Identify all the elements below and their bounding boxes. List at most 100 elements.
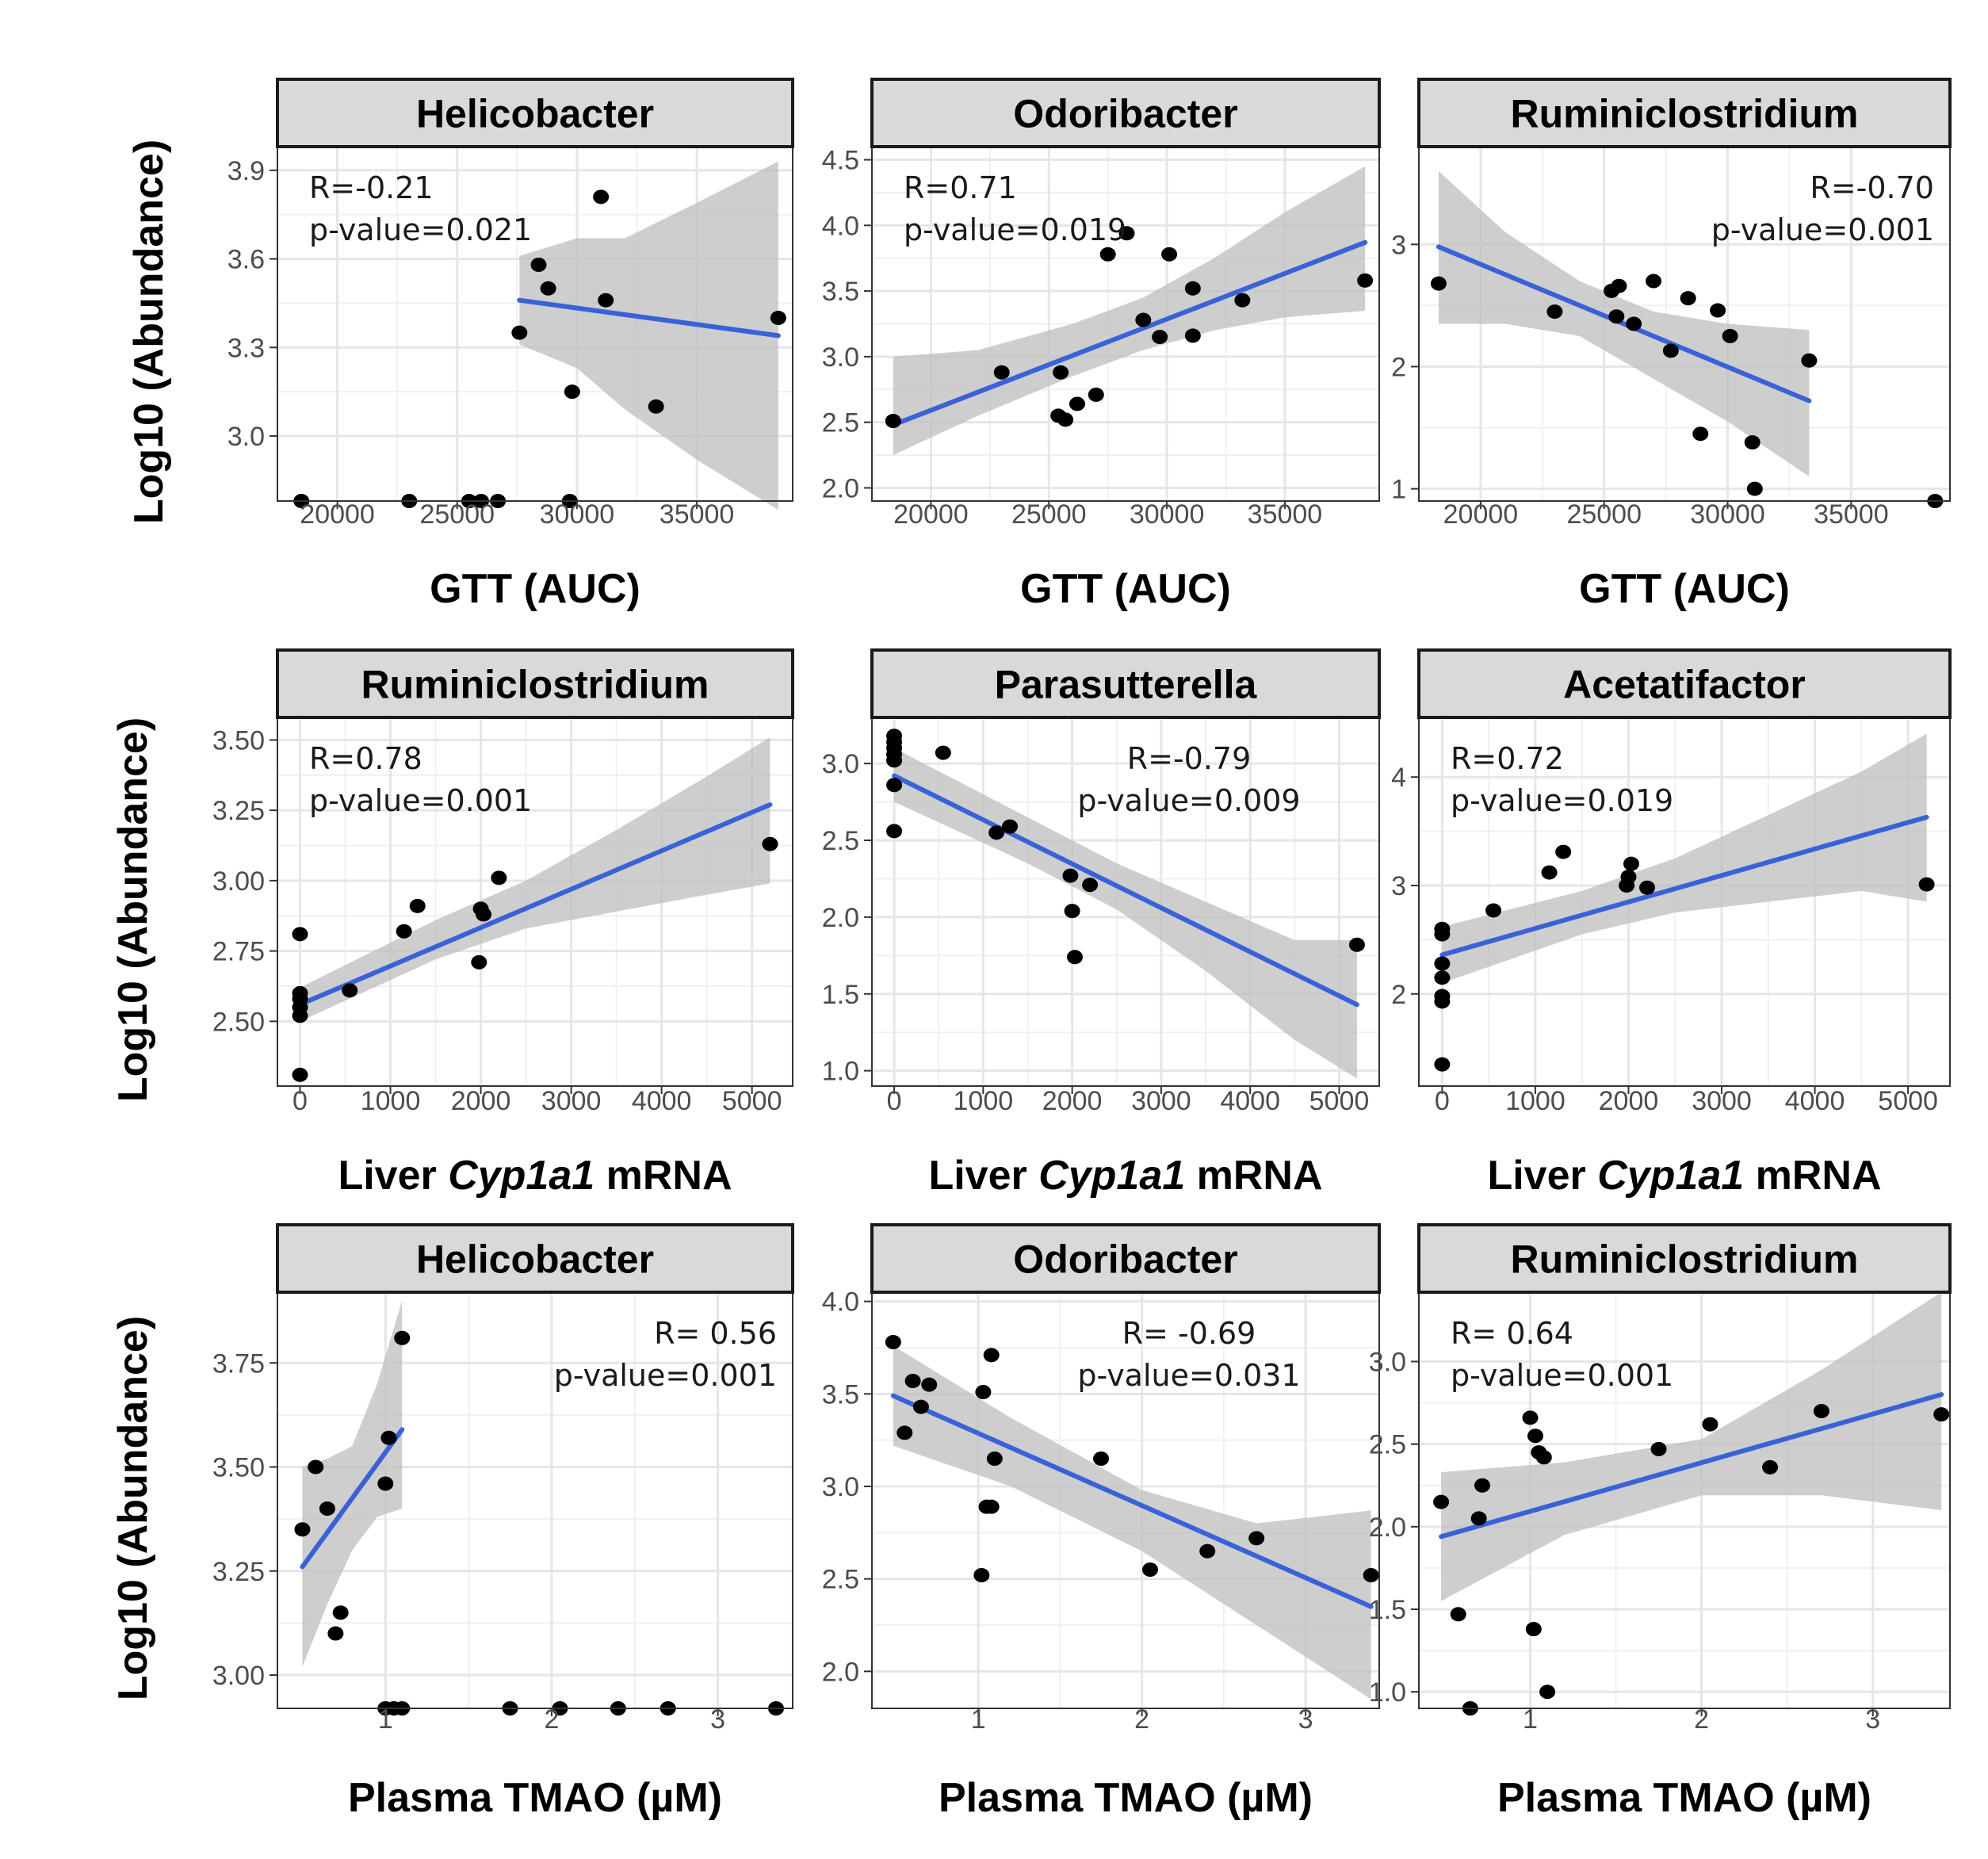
data-point [342, 983, 358, 998]
y-tick-label: 3.25 [212, 796, 265, 826]
y-tick-label: 3.0 [822, 342, 859, 373]
data-point [1680, 291, 1696, 306]
data-point [983, 1499, 1000, 1514]
data-point [476, 907, 491, 922]
data-point [886, 778, 903, 793]
y-tick-label: 4.0 [822, 211, 859, 241]
x-tick-label: 25000 [1011, 499, 1087, 530]
x-tick-label: 5000 [722, 1086, 782, 1116]
y-tick-label: 1.5 [822, 980, 859, 1010]
data-point [1692, 426, 1709, 442]
panel-8: Odoribacter 1 2 3 2.0 2.5 3.0 3.5 4.0 Plasma TMAO… [822, 1223, 1381, 1821]
annotation-p: p-value=0.001 [554, 1358, 777, 1393]
annotation-p: p-value=0.021 [309, 212, 532, 247]
data-point [540, 281, 556, 296]
x-tick-label: 0 [887, 1086, 902, 1116]
regression-line [890, 239, 1368, 427]
strip-header [276, 1223, 794, 1294]
panel-2: Odoribacter 20000 25000 30000 35000 2.0 2.5 3.0… [822, 78, 1381, 612]
data-point [471, 954, 487, 970]
x-axis-label: Liver Cyp1a1 mRNA [338, 1153, 732, 1199]
data-point [1623, 856, 1639, 871]
strip-header [1417, 1223, 1952, 1294]
x-axis-label: Plasma TMAO (µM) [348, 1775, 722, 1821]
x-tick-label: 1000 [954, 1086, 1014, 1116]
panel-title: Parasutterella [995, 663, 1258, 707]
data-point [1057, 412, 1074, 427]
x-tick-label: 1000 [361, 1086, 421, 1116]
data-point [1099, 247, 1116, 262]
y-tick-label: 2.0 [1369, 1513, 1406, 1543]
x-axis-label-part: Liver [1487, 1153, 1597, 1199]
data-point [1608, 309, 1625, 324]
data-point [912, 1399, 929, 1414]
y-axis-label: Log10 (Abundance) [126, 140, 172, 524]
data-point [292, 927, 308, 942]
x-tick-label: 1 [971, 1704, 986, 1735]
regression-line [297, 802, 773, 1008]
panel-title: Odoribacter [1013, 92, 1237, 136]
data-point [1434, 970, 1451, 985]
annotation-r: R=-0.21 [309, 170, 434, 205]
data-point [648, 399, 664, 414]
y-tick-label: 3.00 [212, 1661, 265, 1691]
data-point [988, 825, 1005, 840]
x-axis-label-part: Plasma TMAO (µM) [1497, 1775, 1871, 1821]
annotation-r: R=-0.70 [1810, 170, 1934, 205]
data-point [1450, 1607, 1466, 1622]
data-point [1541, 865, 1558, 880]
annotation-r: R=0.78 [309, 741, 422, 776]
data-point [1434, 989, 1451, 1004]
data-point [886, 729, 903, 744]
data-point [564, 384, 580, 400]
data-point [993, 365, 1010, 380]
annotation-r: R= 0.56 [654, 1316, 777, 1351]
annotation-r: R=0.72 [1451, 741, 1564, 776]
data-point [530, 258, 547, 272]
data-point [396, 924, 412, 939]
data-point [885, 1335, 901, 1349]
y-tick-label: 3.6 [227, 245, 265, 275]
x-axis-label-part: Cyp1a1 [448, 1153, 594, 1199]
data-point [1069, 396, 1085, 411]
x-tick-label: 2 [545, 1704, 560, 1735]
data-point [1135, 312, 1152, 327]
regression-line [1439, 814, 1929, 958]
panel-title: Helicobacter [416, 92, 654, 136]
data-point [1141, 1563, 1158, 1577]
panel-1: Helicobacter 20000 25000 30000 35000 3.0 3.3 3.… [227, 78, 794, 612]
confidence-band [302, 1300, 403, 1667]
annotation-p: p-value=0.009 [1077, 783, 1300, 818]
data-point [598, 293, 614, 308]
data-point [1702, 1417, 1718, 1432]
y-tick-label: 3.5 [822, 1379, 859, 1410]
strip-header [870, 1223, 1381, 1294]
x-tick-label: 1 [1523, 1704, 1538, 1735]
data-point [935, 745, 951, 760]
y-tick-label: 3.5 [822, 277, 859, 307]
data-point [1620, 870, 1637, 885]
data-point [770, 311, 786, 326]
annotation-r: R=-0.79 [1127, 741, 1252, 776]
data-point [1434, 956, 1451, 971]
x-axis-label: GTT (AUC) [1020, 566, 1231, 612]
x-axis-label-part: GTT (AUC) [1579, 566, 1790, 612]
data-point [327, 1626, 344, 1641]
x-axis-label: GTT (AUC) [430, 566, 640, 612]
data-point [1485, 903, 1502, 918]
data-point [1801, 353, 1818, 368]
y-tick-label: 1 [1391, 475, 1406, 505]
x-tick-label: 25000 [1566, 499, 1642, 530]
y-tick-label: 3.50 [212, 1453, 265, 1483]
data-point [1067, 950, 1083, 965]
data-point [1474, 1478, 1490, 1493]
confidence-band [300, 736, 770, 1022]
panel-title: Ruminiclostridium [1511, 1237, 1859, 1282]
y-tick-label: 3 [1391, 871, 1406, 901]
panel-title: Helicobacter [416, 1237, 654, 1282]
data-point [1722, 328, 1738, 343]
y-tick-label: 2.5 [822, 1565, 859, 1595]
data-point [1064, 904, 1080, 919]
x-tick-label: 4000 [1220, 1086, 1280, 1116]
confidence-band [893, 166, 1366, 456]
